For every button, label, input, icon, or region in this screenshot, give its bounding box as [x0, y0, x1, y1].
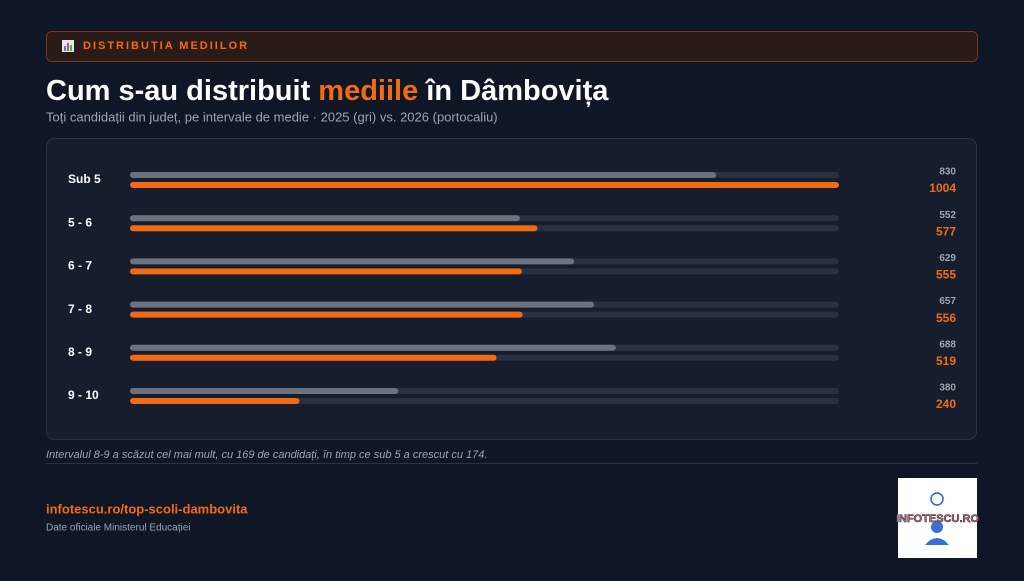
category-label: 5 - 6 [68, 215, 92, 229]
logo-text: INFOTESCU.RO [896, 513, 980, 525]
bar [130, 311, 523, 318]
bar [130, 354, 497, 361]
value-label: 552 [939, 210, 956, 221]
category-label: 6 - 7 [68, 259, 92, 273]
value-label: 380 [939, 383, 956, 394]
badge-text: DISTRIBUȚIA MEDIILOR [83, 40, 249, 52]
bar [130, 182, 839, 188]
value-label: 629 [939, 253, 956, 264]
value-label: 577 [936, 224, 956, 238]
value-label: 657 [939, 296, 956, 307]
bar [130, 215, 520, 222]
bar [130, 301, 594, 308]
title-highlight: mediile [318, 75, 418, 107]
value-label: 1004 [929, 181, 956, 195]
chart-card [46, 138, 977, 440]
subtitle: Toți candidații din județ, pe intervale … [46, 109, 498, 124]
title: Cum s-au distribuit mediile în Dâmbovița [46, 75, 609, 107]
note: Intervalul 8-9 a scăzut cel mai mult, cu… [46, 449, 487, 461]
bar [130, 268, 522, 275]
footer-source: Date oficiale Ministerul Educației [46, 523, 191, 534]
category-label: Sub 5 [68, 172, 101, 186]
footer-link[interactable]: infotescu.ro/top-scoli-dambovita [46, 501, 248, 516]
category-label: 9 - 10 [68, 388, 99, 402]
chart: Sub 5 830 1004 5 - 6 552 577 6 - 7 629 555 7 - 8 6… [68, 167, 956, 412]
category-label: 8 - 9 [68, 345, 92, 359]
bar-track [130, 398, 839, 404]
bar [130, 398, 300, 404]
value-label: 555 [936, 268, 956, 282]
bar [130, 344, 616, 351]
value-label: 830 [939, 167, 956, 178]
value-label: 240 [936, 397, 956, 411]
title-part: în Dâmbovița [418, 75, 609, 107]
badge-box [46, 31, 978, 62]
bar [130, 388, 399, 394]
category-label: 7 - 8 [68, 302, 92, 316]
title-part: Cum s-au distribuit [46, 75, 318, 107]
value-label: 688 [939, 339, 956, 350]
value-label: 519 [936, 354, 956, 368]
bar [130, 225, 538, 232]
bar [130, 258, 575, 265]
logo-icon [925, 492, 949, 545]
bar [130, 172, 717, 178]
value-label: 556 [936, 311, 956, 325]
badge-icon [62, 40, 74, 52]
